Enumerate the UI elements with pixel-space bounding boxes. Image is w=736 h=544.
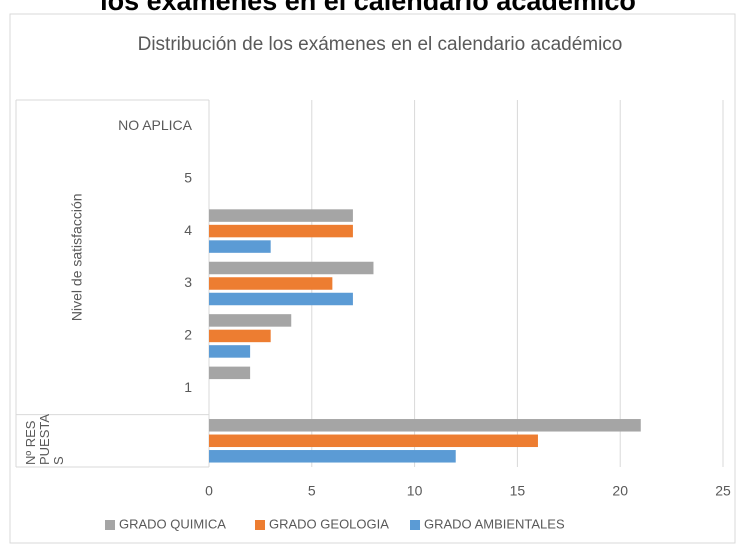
bar: [209, 240, 271, 253]
chart-title: Distribución de los exámenes en el calen…: [138, 34, 623, 55]
y-tick-label: 5: [184, 169, 192, 185]
legend-swatch: [410, 520, 420, 530]
bar: [209, 366, 251, 380]
bar: [209, 261, 374, 275]
x-tick-label: 5: [308, 483, 316, 499]
bar: [209, 292, 353, 306]
legend-swatch: [255, 520, 265, 530]
y-tick-label: NO APLICA: [118, 117, 193, 133]
y-tick-label: 3: [184, 274, 192, 290]
legend-swatch: [105, 520, 115, 530]
legend-label: GRADO AMBIENTALES: [424, 516, 565, 531]
bar: [209, 209, 353, 222]
bar: [209, 345, 251, 358]
x-tick-label: 0: [205, 483, 213, 499]
x-tick-label: 10: [407, 483, 423, 499]
bar: [209, 314, 292, 327]
legend-label: GRADO GEOLOGIA: [269, 516, 389, 531]
chart-border: [9, 13, 736, 544]
x-tick-label: 15: [510, 483, 526, 499]
bar: [209, 419, 641, 432]
bar: [209, 224, 353, 238]
x-tick-label: 25: [715, 483, 731, 499]
y-tick-label: 4: [184, 222, 192, 238]
legend-label: GRADO QUIMICA: [119, 516, 226, 531]
page-heading: los exámenes en el calendario académico: [100, 0, 636, 16]
x-tick-label: 20: [612, 483, 628, 499]
group-label: Nº RESPUESTAS: [23, 413, 66, 465]
group-label: Nivel de satisfacción: [69, 193, 85, 321]
y-tick-label: 2: [184, 327, 192, 343]
y-tick-label: 1: [184, 379, 192, 395]
bar: [209, 277, 333, 290]
bar: [209, 329, 271, 343]
bar: [209, 434, 538, 448]
bar: [209, 450, 456, 463]
